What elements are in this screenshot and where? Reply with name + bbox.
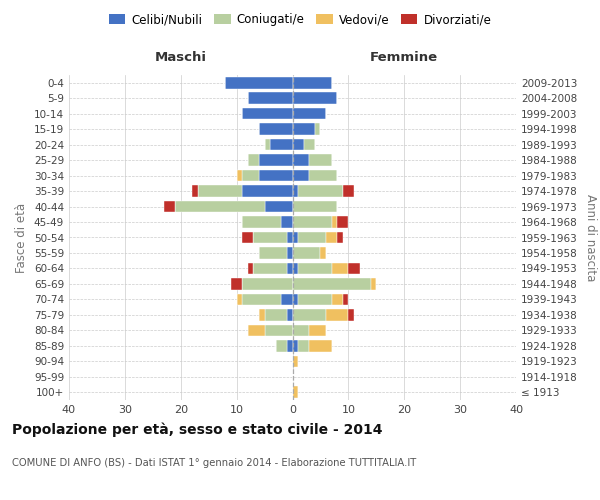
Bar [164, 200, 175, 212]
Y-axis label: Anni di nascita: Anni di nascita [584, 194, 597, 281]
Bar [259, 309, 265, 320]
Bar [293, 216, 332, 228]
Bar [248, 262, 253, 274]
Bar [315, 124, 320, 135]
Bar [248, 324, 265, 336]
Bar [287, 232, 293, 243]
Bar [276, 340, 287, 351]
Bar [242, 294, 281, 305]
Bar [265, 324, 293, 336]
Bar [293, 170, 309, 181]
Bar [326, 232, 337, 243]
Bar [236, 294, 242, 305]
Bar [293, 262, 298, 274]
Bar [293, 340, 298, 351]
Bar [293, 232, 298, 243]
Bar [298, 186, 343, 197]
Bar [298, 340, 309, 351]
Bar [265, 200, 293, 212]
Bar [309, 154, 332, 166]
Bar [259, 124, 293, 135]
Bar [242, 216, 281, 228]
Bar [236, 170, 242, 181]
Bar [293, 386, 298, 398]
Bar [293, 278, 371, 289]
Bar [287, 340, 293, 351]
Bar [242, 108, 293, 120]
Bar [281, 294, 293, 305]
Y-axis label: Fasce di età: Fasce di età [16, 202, 28, 272]
Bar [259, 247, 287, 259]
Bar [309, 340, 332, 351]
Bar [293, 77, 332, 88]
Bar [287, 309, 293, 320]
Bar [293, 309, 326, 320]
Bar [293, 124, 315, 135]
Text: Maschi: Maschi [155, 51, 207, 64]
Bar [253, 232, 287, 243]
Bar [309, 324, 326, 336]
Bar [337, 216, 349, 228]
Bar [242, 170, 259, 181]
Bar [293, 154, 309, 166]
Bar [371, 278, 376, 289]
Bar [242, 186, 293, 197]
Bar [242, 232, 253, 243]
Bar [343, 294, 349, 305]
Bar [226, 77, 293, 88]
Bar [265, 139, 270, 150]
Bar [293, 356, 298, 367]
Bar [349, 309, 354, 320]
Bar [281, 216, 293, 228]
Bar [332, 216, 337, 228]
Bar [332, 262, 349, 274]
Bar [175, 200, 265, 212]
Bar [293, 294, 298, 305]
Bar [253, 262, 287, 274]
Bar [287, 262, 293, 274]
Bar [248, 92, 293, 104]
Bar [197, 186, 242, 197]
Text: COMUNE DI ANFO (BS) - Dati ISTAT 1° gennaio 2014 - Elaborazione TUTTITALIA.IT: COMUNE DI ANFO (BS) - Dati ISTAT 1° genn… [12, 458, 416, 468]
Bar [298, 262, 332, 274]
Bar [242, 278, 293, 289]
Bar [293, 108, 326, 120]
Bar [293, 200, 337, 212]
Bar [320, 247, 326, 259]
Bar [192, 186, 197, 197]
Bar [259, 170, 293, 181]
Bar [248, 154, 259, 166]
Bar [304, 139, 315, 150]
Bar [349, 262, 359, 274]
Bar [287, 247, 293, 259]
Bar [293, 247, 320, 259]
Bar [293, 324, 309, 336]
Bar [332, 294, 343, 305]
Bar [343, 186, 354, 197]
Bar [337, 232, 343, 243]
Bar [326, 309, 349, 320]
Bar [293, 92, 337, 104]
Text: Femmine: Femmine [370, 51, 439, 64]
Bar [298, 232, 326, 243]
Bar [298, 294, 332, 305]
Legend: Celibi/Nubili, Coniugati/e, Vedovi/e, Divorziati/e: Celibi/Nubili, Coniugati/e, Vedovi/e, Di… [104, 8, 496, 31]
Bar [231, 278, 242, 289]
Text: Popolazione per età, sesso e stato civile - 2014: Popolazione per età, sesso e stato civil… [12, 422, 383, 437]
Bar [293, 139, 304, 150]
Bar [265, 309, 287, 320]
Bar [309, 170, 337, 181]
Bar [259, 154, 293, 166]
Bar [293, 186, 298, 197]
Bar [270, 139, 293, 150]
